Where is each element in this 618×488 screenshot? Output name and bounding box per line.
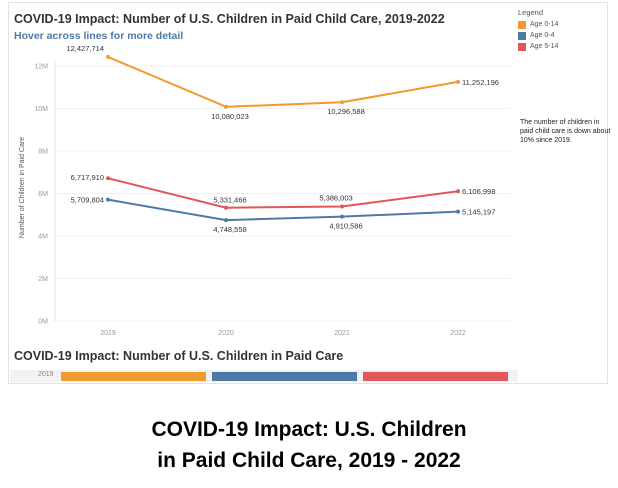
data-label: 12,427,714 bbox=[66, 44, 104, 53]
data-label: 6,717,910 bbox=[71, 173, 104, 182]
legend-title: Legend bbox=[518, 8, 544, 17]
series-line[interactable] bbox=[107, 177, 459, 209]
legend-item-age-0-14[interactable]: Age 0-14 bbox=[518, 19, 558, 30]
annotation-note: The number of children in paid child car… bbox=[520, 119, 611, 144]
legend-swatch bbox=[518, 31, 526, 40]
y-axis: 0M 2M 4M 6M 8M 10M 12M Number of Children in Pa… bbox=[19, 60, 510, 326]
x-tick-label: 2022 bbox=[450, 330, 466, 337]
data-label: 10,296,588 bbox=[327, 107, 365, 116]
line-chart[interactable]: 0M 2M 4M 6M 8M 10M 12M Number of Children in Pa… bbox=[0, 0, 618, 345]
bar-segment-age-0-4[interactable] bbox=[212, 372, 357, 381]
legend-item-age-0-4[interactable]: Age 0-4 bbox=[518, 30, 558, 41]
data-label: 10,080,023 bbox=[211, 112, 249, 121]
y-axis-label: Number of Children in Paid Care bbox=[19, 137, 26, 238]
series-line[interactable] bbox=[107, 55, 459, 108]
series-age-5-14[interactable]: 6,717,910 5,331,466 5,386,003 6,106,998 bbox=[71, 173, 496, 210]
dashboard-title: COVID-19 Impact: Number of U.S. Children… bbox=[14, 12, 445, 26]
x-axis: 2019 2020 2021 2022 bbox=[100, 330, 466, 337]
data-point[interactable] bbox=[106, 197, 110, 202]
caption-line-1: COVID-19 Impact: U.S. Children bbox=[151, 418, 467, 441]
data-label: 6,106,998 bbox=[462, 187, 495, 196]
y-tick-label: 0M bbox=[38, 319, 48, 326]
data-label: 5,709,804 bbox=[71, 196, 104, 205]
data-label: 5,331,466 bbox=[213, 196, 246, 205]
y-tick-label: 4M bbox=[38, 234, 48, 241]
series-age-0-4[interactable]: 5,709,804 4,748,558 4,910,586 5,145,197 bbox=[71, 196, 496, 234]
data-point[interactable] bbox=[456, 189, 460, 194]
data-point[interactable] bbox=[224, 205, 228, 210]
data-point[interactable] bbox=[224, 104, 228, 109]
y-tick-label: 2M bbox=[38, 276, 48, 283]
bar-year-label: 2019 bbox=[38, 371, 54, 378]
hover-hint: Hover across lines for more detail bbox=[14, 30, 184, 42]
data-label: 11,252,196 bbox=[462, 78, 499, 87]
figure-caption: COVID-19 Impact: U.S. Children in Paid C… bbox=[0, 414, 618, 476]
data-label: 4,910,586 bbox=[329, 222, 362, 231]
legend-label: Age 5-14 bbox=[530, 43, 559, 50]
dashboard-frame bbox=[8, 2, 608, 384]
data-point[interactable] bbox=[340, 214, 344, 219]
legend-swatch bbox=[518, 42, 526, 51]
x-tick-label: 2020 bbox=[218, 330, 234, 337]
y-tick-label: 8M bbox=[38, 149, 48, 156]
year-bar-row[interactable]: 2019 bbox=[10, 370, 518, 382]
bar-segment-age-5-14[interactable] bbox=[363, 372, 508, 381]
data-label: 5,145,197 bbox=[462, 208, 495, 217]
series-line[interactable] bbox=[107, 198, 459, 222]
series-layer[interactable]: 12,427,714 10,080,023 10,296,588 11,252,196… bbox=[66, 44, 499, 234]
x-tick-label: 2021 bbox=[334, 330, 350, 337]
data-point[interactable] bbox=[340, 204, 344, 209]
bar-segment-age-0-14[interactable] bbox=[61, 372, 206, 381]
x-tick-label: 2019 bbox=[100, 330, 116, 337]
legend-label: Age 0-14 bbox=[530, 21, 559, 28]
data-label: 5,386,003 bbox=[319, 194, 352, 203]
caption-line-2: in Paid Child Care, 2019 - 2022 bbox=[157, 449, 461, 472]
data-point[interactable] bbox=[340, 100, 344, 105]
data-point[interactable] bbox=[224, 218, 228, 223]
data-point[interactable] bbox=[106, 54, 110, 59]
y-tick-label: 12M bbox=[34, 64, 48, 71]
data-point[interactable] bbox=[456, 79, 460, 84]
legend-label: Age 0-4 bbox=[530, 32, 555, 39]
section-title: COVID-19 Impact: Number of U.S. Children… bbox=[14, 349, 344, 363]
legend-item-age-5-14[interactable]: Age 5-14 bbox=[518, 41, 558, 52]
y-tick-label: 10M bbox=[34, 106, 48, 113]
y-tick-label: 6M bbox=[38, 191, 48, 198]
data-label: 4,748,558 bbox=[213, 225, 246, 234]
data-point[interactable] bbox=[106, 176, 110, 181]
data-point[interactable] bbox=[456, 209, 460, 214]
legend-swatch bbox=[518, 20, 526, 29]
series-age-0-14[interactable]: 12,427,714 10,080,023 10,296,588 11,252,196 bbox=[66, 44, 499, 121]
legend: Legend Age 0-14 Age 0-4 Age 5-14 bbox=[518, 8, 558, 52]
